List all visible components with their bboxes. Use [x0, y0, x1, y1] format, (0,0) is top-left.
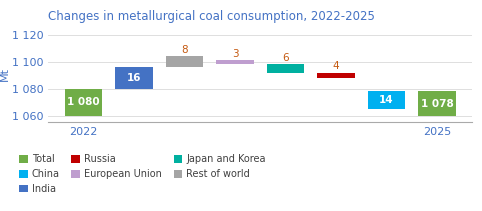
Text: 8: 8 — [181, 45, 188, 55]
Bar — [317, 73, 355, 78]
Legend: Total, China, India, Russia, European Union, Japan and Korea, Rest of world: Total, China, India, Russia, European Un… — [19, 154, 266, 194]
Bar — [65, 89, 103, 116]
Text: Changes in metallurgical coal consumption, 2022-2025: Changes in metallurgical coal consumptio… — [48, 10, 375, 23]
Bar — [216, 60, 254, 64]
Text: 6: 6 — [282, 53, 289, 63]
Text: 4: 4 — [333, 61, 339, 71]
Text: 14: 14 — [379, 95, 394, 105]
Bar — [115, 67, 153, 89]
Bar — [166, 56, 203, 67]
Bar — [267, 64, 305, 73]
Text: 3: 3 — [232, 49, 238, 59]
Bar — [418, 91, 456, 116]
Text: 1 080: 1 080 — [67, 97, 100, 107]
Bar — [368, 91, 405, 109]
Text: 16: 16 — [127, 73, 141, 83]
Y-axis label: Mt: Mt — [0, 67, 10, 81]
Text: 1 078: 1 078 — [421, 99, 454, 108]
